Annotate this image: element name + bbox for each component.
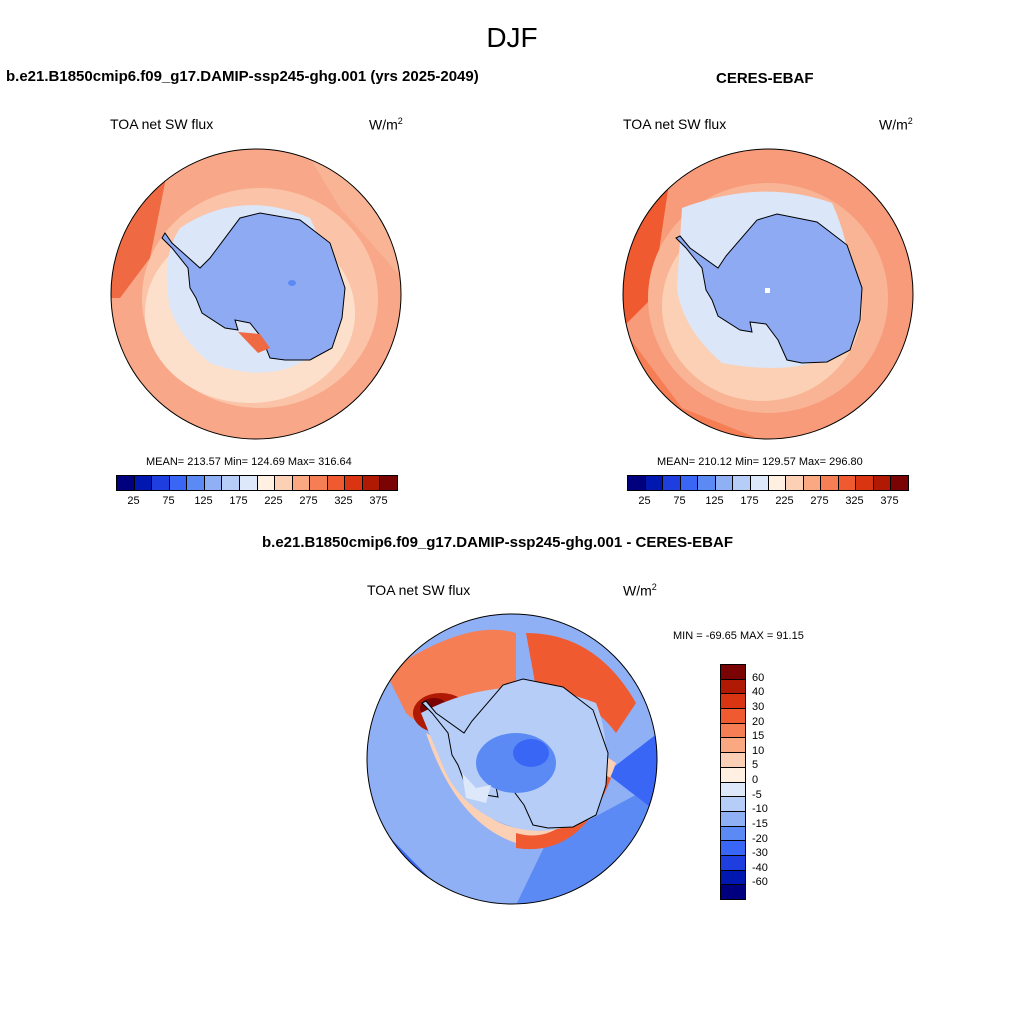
diff-colorbar-color-box: [721, 694, 745, 710]
diff-colorbar-color-box: [721, 782, 745, 798]
diff-colorbar-color-box: [721, 855, 745, 871]
obs-colorbar-color-box: [803, 476, 822, 490]
model-colorbar-tick-label: 175: [229, 495, 248, 507]
diff-colorbar-tick-label: -20: [752, 832, 768, 845]
diff-colorbar-ticks: 60 40 30 20 15 10 5 0 -5 -10 -15 -20 -30 -40 -60: [752, 664, 792, 900]
obs-colorbar-color-box: [715, 476, 734, 490]
obs-colorbar-color-box: [821, 476, 839, 490]
obs-units-label: W/m2: [879, 116, 913, 133]
obs-stats: MEAN= 210.12 Min= 129.57 Max= 296.80: [657, 456, 863, 468]
model-colorbar-color-box: [204, 476, 223, 490]
model-colorbar-color-box: [327, 476, 346, 490]
diff-colorbar-color-box: [721, 841, 745, 856]
diff-colorbar-tick-label: -60: [752, 876, 768, 889]
model-colorbar-color-box: [152, 476, 170, 490]
diff-panel-title: b.e21.B1850cmip6.f09_g17.DAMIP-ssp245-gh…: [262, 534, 733, 551]
obs-colorbar-color-box: [891, 476, 908, 490]
model-colorbar-color-box: [345, 476, 363, 490]
obs-colorbar-tick-label: 125: [705, 495, 724, 507]
diff-colorbar-color-box: [721, 826, 745, 842]
obs-colorbar-tick-label: 25: [638, 495, 651, 507]
model-colorbar-color-box: [380, 476, 397, 490]
diff-colorbar-color-box: [721, 709, 745, 724]
diff-units-label: W/m2: [623, 582, 657, 599]
model-colorbar-color-box: [222, 476, 240, 490]
model-polar-map: [110, 148, 402, 440]
obs-colorbar-color-box: [733, 476, 751, 490]
diff-colorbar-tick-label: -40: [752, 861, 768, 874]
obs-colorbar-tick-label: 325: [845, 495, 864, 507]
diff-colorbar-tick-label: 60: [752, 671, 765, 684]
model-colorbar: [116, 475, 398, 491]
diff-colorbar-color-box: [721, 811, 745, 827]
obs-colorbar-color-box: [856, 476, 874, 490]
obs-variable-label: TOA net SW flux: [623, 116, 727, 132]
diff-colorbar-tick-label: -5: [752, 788, 762, 801]
obs-colorbar-color-box: [768, 476, 787, 490]
obs-colorbar-tick-label: 375: [880, 495, 899, 507]
diff-colorbar-tick-label: -15: [752, 817, 768, 830]
diff-colorbar-color-box: [721, 753, 745, 768]
obs-colorbar-color-box: [786, 476, 804, 490]
diff-colorbar-tick-label: -10: [752, 803, 768, 816]
model-colorbar-tick-label: 325: [334, 495, 353, 507]
diff-colorbar-tick-label: 15: [752, 730, 765, 743]
model-colorbar-color-box: [187, 476, 205, 490]
diff-colorbar-tick-label: 30: [752, 700, 765, 713]
diff-colorbar-color-box: [721, 767, 745, 783]
obs-colorbar: [627, 475, 909, 491]
model-colorbar-tick-label: 25: [127, 495, 140, 507]
model-colorbar-color-box: [239, 476, 258, 490]
obs-colorbar-tick-label: 175: [740, 495, 759, 507]
obs-colorbar-color-box: [750, 476, 769, 490]
model-colorbar-color-box: [310, 476, 328, 490]
model-colorbar-tick-label: 225: [264, 495, 283, 507]
model-colorbar-color-box: [169, 476, 188, 490]
diff-colorbar-color-box: [721, 679, 745, 695]
diff-colorbar-tick-label: 10: [752, 744, 765, 757]
model-colorbar-tick-label: 375: [369, 495, 388, 507]
model-colorbar-color-box: [362, 476, 381, 490]
obs-colorbar-color-box: [873, 476, 892, 490]
diff-colorbar-color-box: [721, 665, 745, 680]
obs-colorbar-color-box: [663, 476, 681, 490]
diff-colorbar-color-box: [721, 870, 745, 886]
obs-colorbar-tick-label: 275: [810, 495, 829, 507]
obs-colorbar-color-box: [680, 476, 699, 490]
obs-colorbar-color-box: [645, 476, 664, 490]
diff-colorbar-tick-label: 0: [752, 774, 759, 786]
obs-colorbar-color-box: [628, 476, 646, 490]
diff-stats: MIN = -69.65 MAX = 91.15: [673, 630, 804, 642]
obs-colorbar-color-box: [838, 476, 857, 490]
model-colorbar-color-box: [292, 476, 311, 490]
model-panel-title: b.e21.B1850cmip6.f09_g17.DAMIP-ssp245-gh…: [6, 68, 479, 85]
obs-colorbar-tick-label: 225: [775, 495, 794, 507]
diff-colorbar-color-box: [721, 723, 745, 739]
model-colorbar-color-box: [275, 476, 293, 490]
diff-colorbar-tick-label: 20: [752, 715, 765, 728]
model-stats: MEAN= 213.57 Min= 124.69 Max= 316.64: [146, 456, 352, 468]
model-colorbar-color-box: [257, 476, 276, 490]
diff-colorbar-tick-label: 5: [752, 759, 759, 772]
diff-colorbar-tick-label: 40: [752, 686, 765, 699]
diff-colorbar-color-box: [721, 797, 745, 812]
diff-colorbar-color-box: [721, 738, 745, 754]
diff-polar-map: [366, 613, 658, 905]
obs-polar-map: [622, 148, 914, 440]
model-colorbar-tick-label: 125: [194, 495, 213, 507]
model-variable-label: TOA net SW flux: [110, 116, 214, 132]
model-colorbar-color-box: [117, 476, 135, 490]
diff-variable-label: TOA net SW flux: [367, 582, 471, 598]
model-units-label: W/m2: [369, 116, 403, 133]
model-colorbar-tick-label: 275: [299, 495, 318, 507]
model-colorbar-tick-label: 75: [162, 495, 175, 507]
diff-colorbar: [720, 664, 746, 900]
obs-panel-title: CERES-EBAF: [716, 70, 814, 87]
diff-colorbar-tick-label: -30: [752, 847, 768, 860]
figure-title: DJF: [486, 22, 538, 53]
model-colorbar-color-box: [134, 476, 153, 490]
obs-colorbar-color-box: [698, 476, 716, 490]
diff-colorbar-color-box: [721, 885, 745, 899]
obs-colorbar-tick-label: 75: [673, 495, 686, 507]
